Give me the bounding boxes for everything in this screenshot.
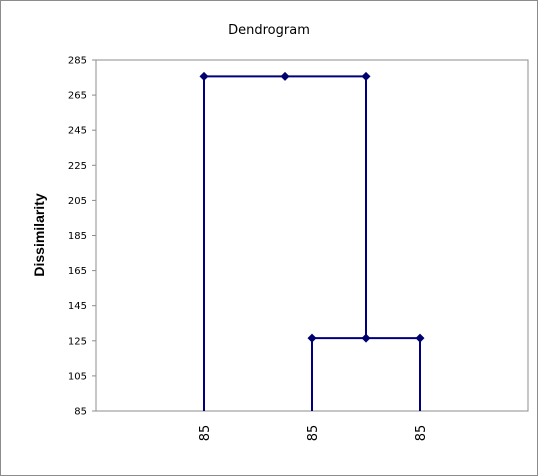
node-marker (280, 71, 290, 81)
chart-title: Dendrogram (228, 23, 310, 38)
y-tick-label: 165 (68, 266, 87, 277)
dendrogram-links (203, 75, 421, 411)
node-marker (415, 333, 425, 343)
y-tick-label: 245 (68, 126, 87, 137)
y-axis-label: Dissimilarity (31, 193, 47, 276)
node-marker (361, 333, 371, 343)
node-marker (361, 71, 371, 81)
y-tick-label: 125 (68, 336, 87, 347)
leaf-label: 85 (306, 425, 321, 442)
leaf-labels: 85 85 85 (198, 425, 429, 442)
y-tick-label: 85 (74, 407, 87, 418)
y-tick-label: 225 (68, 161, 87, 172)
dendrogram-nodes (199, 71, 425, 343)
y-tick-label: 185 (68, 231, 87, 242)
y-tick-label: 145 (68, 301, 87, 312)
node-marker (307, 333, 317, 343)
y-tick-label: 205 (68, 196, 87, 207)
y-tick-label: 285 (68, 56, 87, 67)
y-axis: 85 105 125 145 165 185 205 225 245 265 285 (68, 56, 96, 418)
y-tick-label: 265 (68, 91, 87, 102)
leaf-label: 85 (414, 425, 429, 442)
y-tick-label: 105 (68, 371, 87, 382)
node-marker (199, 71, 209, 81)
leaf-label: 85 (198, 425, 213, 442)
